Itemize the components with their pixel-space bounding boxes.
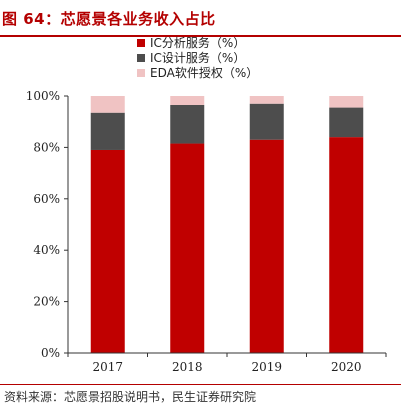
legend-label-1: IC分析服务（%） <box>150 35 245 50</box>
x-tick-label: 2018 <box>172 360 203 374</box>
bar-2019-series-3 <box>249 96 284 104</box>
chart-legend: IC分析服务（%）IC设计服务（%）EDA软件授权（%） <box>137 35 258 80</box>
bar-2018-series-2 <box>170 104 205 144</box>
bar-2020-series-2 <box>329 107 364 138</box>
x-tick-label: 2020 <box>331 360 362 374</box>
figure-title-bar: 图 64：芯愿景各业务收入占比 <box>0 0 401 36</box>
y-tick-label: 100% <box>26 89 60 103</box>
legend-swatch-2 <box>137 54 145 62</box>
figure-title: 图 64：芯愿景各业务收入占比 <box>2 9 216 28</box>
legend-swatch-3 <box>137 69 145 77</box>
chart-bars <box>90 96 364 353</box>
chart-axes: 0% 20% 40% 60% 80% 100% 2017 2018 2019 2020 <box>26 89 387 374</box>
footer-divider <box>0 384 401 385</box>
bar-2017-series-2 <box>90 112 125 150</box>
x-tick-label: 2019 <box>251 360 282 374</box>
bar-2018-series-1 <box>170 143 205 353</box>
bar-2020-series-3 <box>329 96 364 108</box>
x-tick-label: 2017 <box>92 360 123 374</box>
bar-2019-series-2 <box>249 103 284 140</box>
stacked-bar-chart: IC分析服务（%）IC设计服务（%）EDA软件授权（%） 0% 20% 40% 60%… <box>26 35 387 374</box>
bar-2020-series-1 <box>329 137 364 353</box>
bar-2018-series-3 <box>170 96 205 105</box>
bar-2017-series-3 <box>90 96 125 113</box>
bar-2019-series-1 <box>249 139 284 353</box>
title-divider <box>0 35 401 37</box>
y-tick-label: 60% <box>33 192 60 206</box>
legend-label-3: EDA软件授权（%） <box>150 65 258 80</box>
y-tick-label: 40% <box>33 243 60 257</box>
bar-2017-series-1 <box>90 149 125 353</box>
y-tick-label: 20% <box>33 295 60 309</box>
source-note: 资料来源：芯愿景招股说明书，民生证券研究院 <box>4 390 257 404</box>
y-tick-label: 80% <box>33 140 60 154</box>
legend-swatch-1 <box>137 39 145 47</box>
y-tick-label: 0% <box>41 346 60 360</box>
legend-label-2: IC设计服务（%） <box>150 50 245 65</box>
